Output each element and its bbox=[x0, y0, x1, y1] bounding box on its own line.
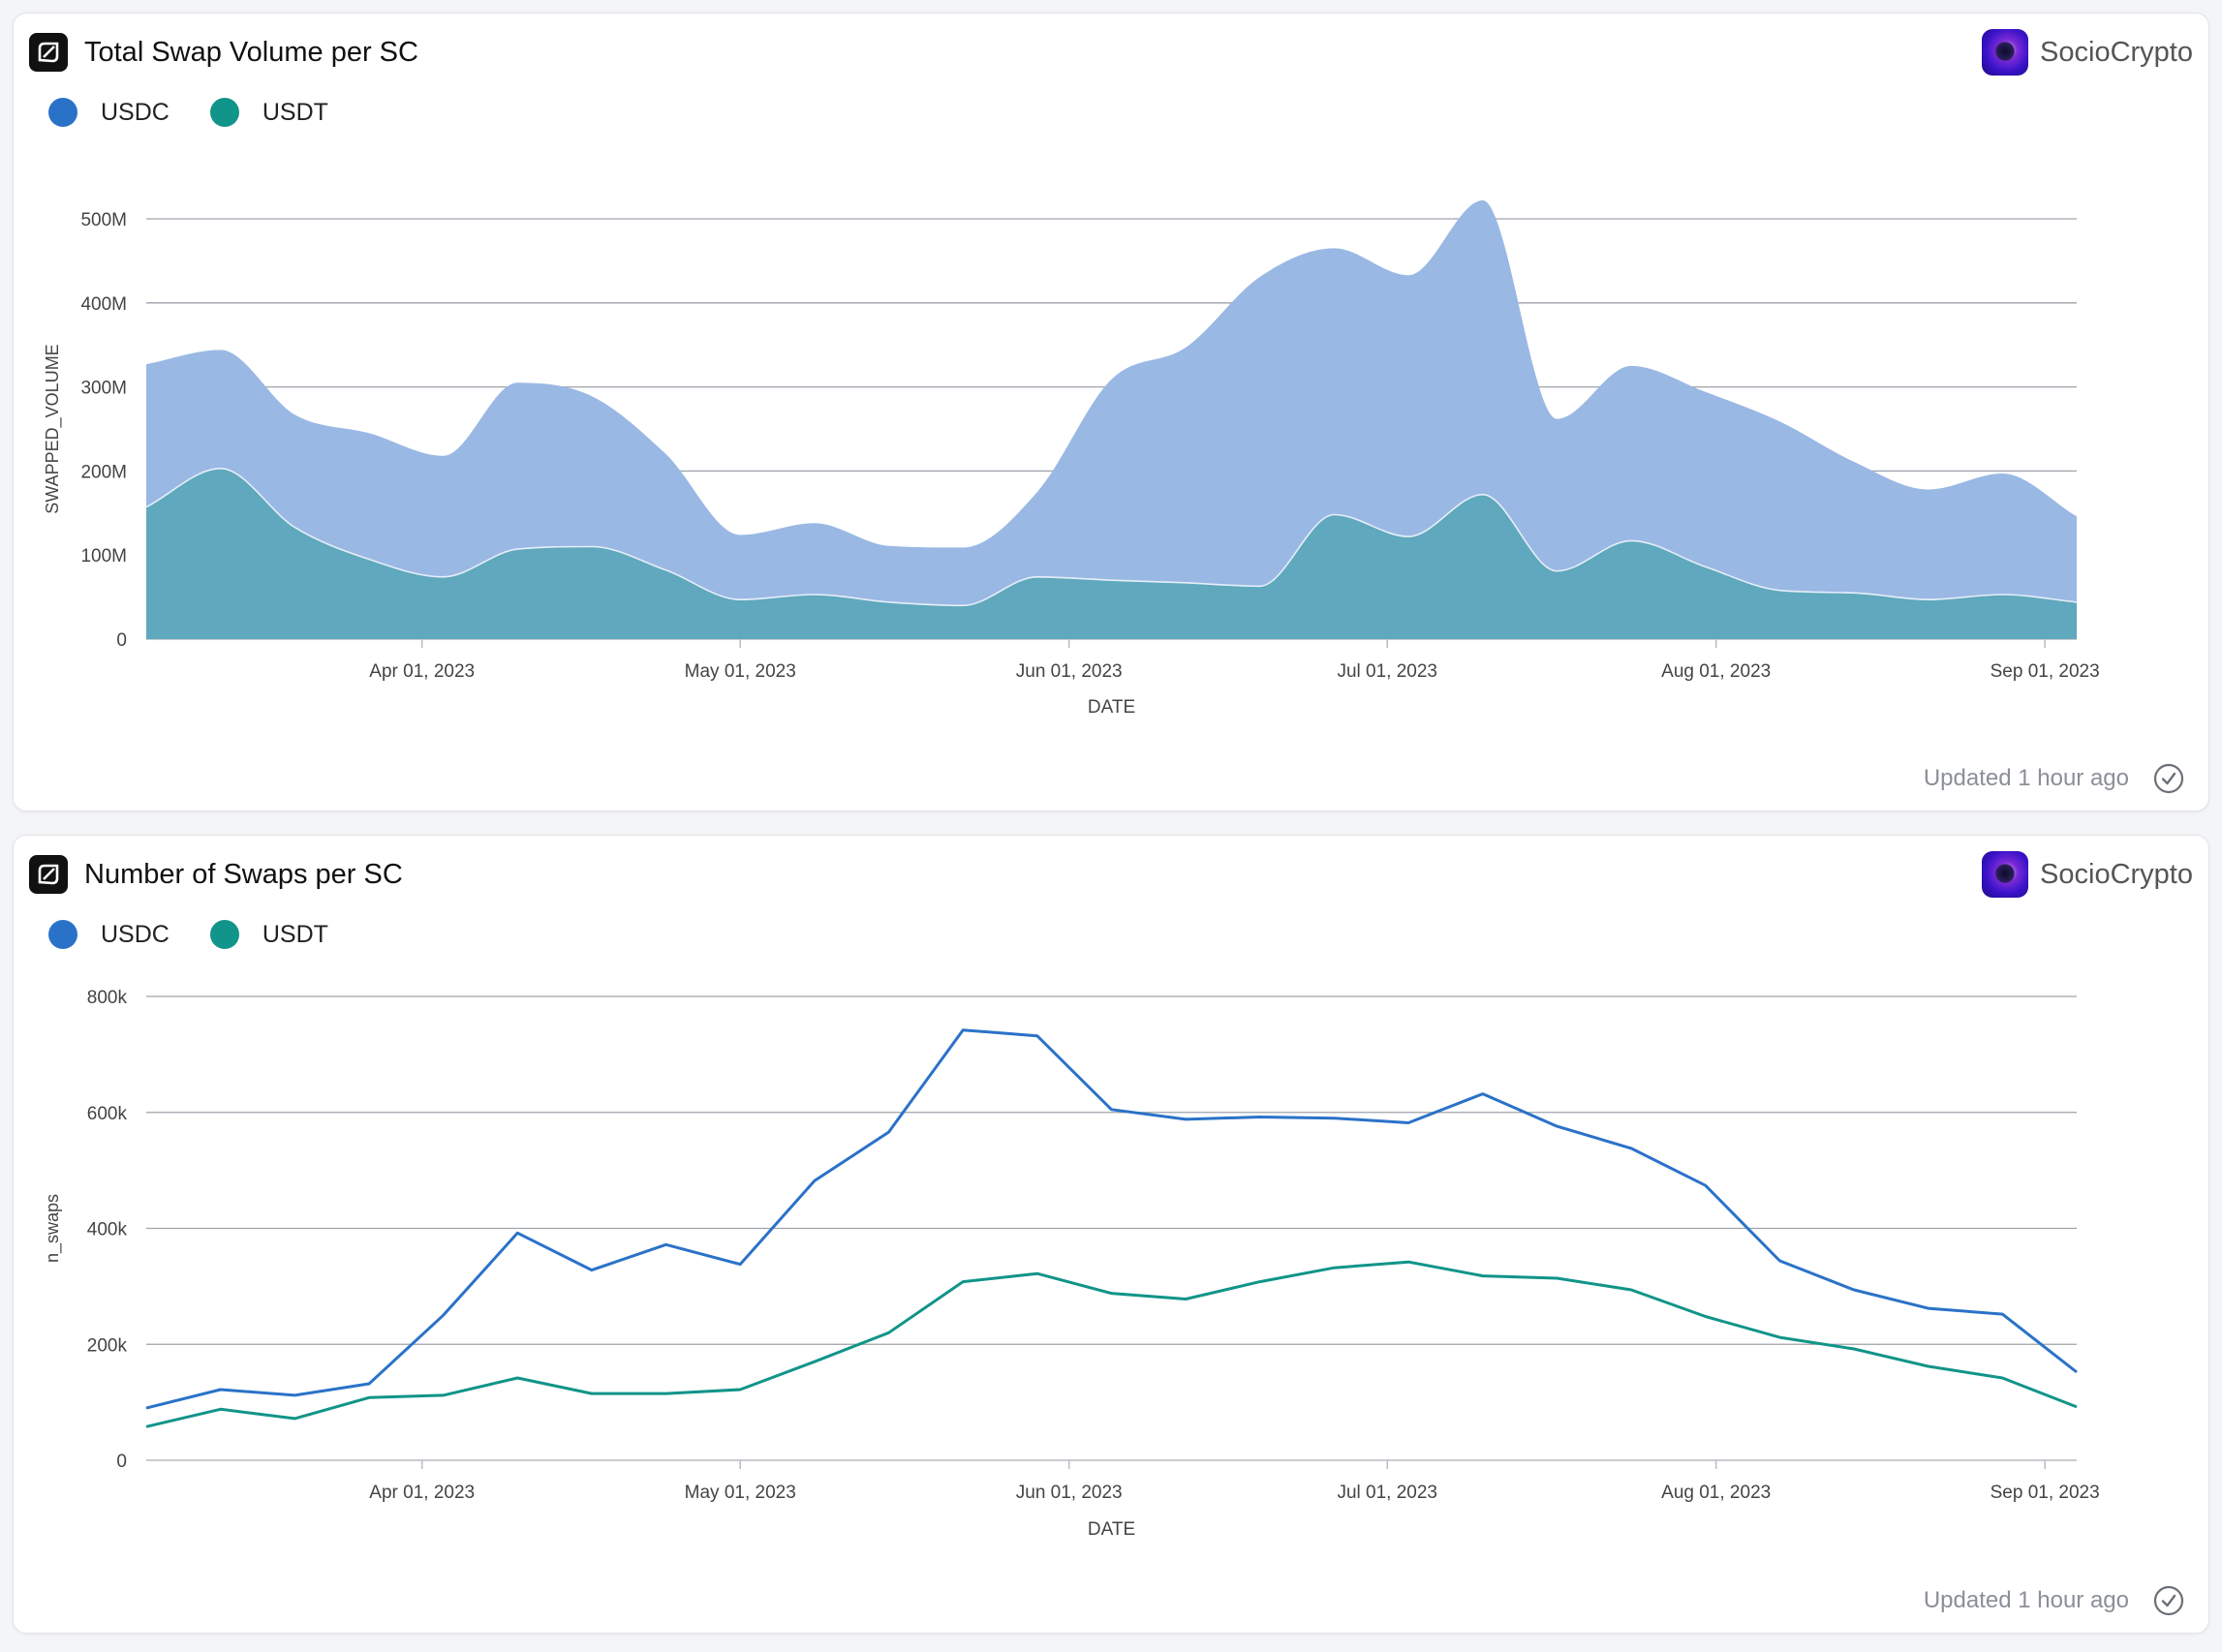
brand-name: SocioCrypto bbox=[2040, 858, 2193, 890]
y-tick-label: 600k bbox=[87, 1104, 128, 1124]
chart-card-swap-count: Number of Swaps per SC SocioCrypto USDC … bbox=[13, 835, 2209, 1634]
legend-dot-usdt bbox=[209, 920, 239, 949]
x-tick-label: Aug 01, 2023 bbox=[1661, 661, 1771, 682]
y-tick-label: 500M bbox=[80, 210, 127, 230]
legend-label-usdc: USDC bbox=[101, 920, 170, 948]
updated-text: Updated 1 hour ago bbox=[1923, 765, 2129, 791]
chart-title: Total Swap Volume per SC bbox=[84, 37, 418, 68]
line-series-usdt bbox=[145, 1260, 2078, 1428]
x-tick-label: Apr 01, 2023 bbox=[369, 1483, 475, 1503]
x-axis-title: DATE bbox=[1088, 1519, 1135, 1540]
chart-legend: USDC USDT bbox=[48, 98, 369, 127]
y-tick-label: 0 bbox=[116, 630, 127, 651]
line-series-usdc bbox=[145, 1028, 2078, 1410]
check-circle-icon[interactable] bbox=[2152, 762, 2185, 795]
legend-dot-usdc bbox=[48, 920, 77, 949]
legend-dot-usdt bbox=[209, 98, 239, 127]
brand[interactable]: SocioCrypto bbox=[1982, 850, 2193, 899]
y-axis-title: n_swaps bbox=[43, 1194, 63, 1263]
legend-label-usdt: USDT bbox=[262, 98, 328, 126]
x-tick-label: Jun 01, 2023 bbox=[1016, 661, 1123, 682]
legend-label-usdc: USDC bbox=[101, 98, 170, 126]
x-tick-label: Jun 01, 2023 bbox=[1016, 1483, 1123, 1503]
area-series-usdc bbox=[146, 199, 2077, 606]
brand-name: SocioCrypto bbox=[2040, 36, 2193, 68]
chart-card-swap-volume: Total Swap Volume per SC SocioCrypto USD… bbox=[13, 13, 2209, 811]
x-tick-label: Sep 01, 2023 bbox=[1991, 1483, 2100, 1503]
x-tick-label: Sep 01, 2023 bbox=[1991, 661, 2100, 682]
check-circle-icon[interactable] bbox=[2152, 1584, 2185, 1617]
legend-dot-usdc bbox=[48, 98, 77, 127]
y-tick-label: 400k bbox=[87, 1220, 128, 1240]
y-tick-label: 800k bbox=[87, 988, 128, 1008]
app-logo-icon bbox=[29, 855, 68, 894]
area-series-usdt bbox=[146, 468, 2077, 639]
area-chart: 0 100M 200M 300M 400M 500M Apr 01, 2023 May 01,… bbox=[43, 199, 2100, 718]
brand-avatar bbox=[1982, 29, 2029, 76]
brand[interactable]: SocioCrypto bbox=[1982, 28, 2193, 76]
y-tick-label: 200M bbox=[80, 462, 127, 482]
y-tick-label: 400M bbox=[80, 294, 127, 315]
legend-item-usdt[interactable]: USDT bbox=[209, 98, 328, 127]
chart-title: Number of Swaps per SC bbox=[84, 859, 403, 890]
brand-avatar bbox=[1982, 851, 2029, 898]
y-tick-label: 0 bbox=[116, 1452, 127, 1472]
x-tick-label: Jul 01, 2023 bbox=[1337, 661, 1437, 682]
x-tick-label: Jul 01, 2023 bbox=[1337, 1483, 1437, 1503]
x-axis-title: DATE bbox=[1088, 697, 1135, 718]
legend-item-usdc[interactable]: USDC bbox=[48, 98, 170, 127]
updated-text: Updated 1 hour ago bbox=[1923, 1587, 2129, 1613]
x-tick-label: May 01, 2023 bbox=[685, 661, 796, 682]
area-series-usdt-edge bbox=[145, 467, 2078, 607]
y-axis-title: SWAPPED_VOLUME bbox=[43, 344, 63, 513]
line-chart: 0 200k 400k 600k 800k Apr 01, 2023 May 01, 202… bbox=[43, 988, 2100, 1540]
legend-item-usdt[interactable]: USDT bbox=[209, 920, 328, 949]
legend-item-usdc[interactable]: USDC bbox=[48, 920, 170, 949]
chart-footer: Updated 1 hour ago bbox=[1924, 1584, 2185, 1617]
chart-footer: Updated 1 hour ago bbox=[1924, 762, 2185, 795]
x-tick-label: Apr 01, 2023 bbox=[369, 661, 475, 682]
y-tick-label: 300M bbox=[80, 379, 127, 399]
app-logo-icon bbox=[29, 33, 68, 72]
chart-legend: USDC USDT bbox=[48, 920, 369, 949]
y-tick-label: 100M bbox=[80, 546, 127, 566]
legend-label-usdt: USDT bbox=[262, 920, 328, 948]
x-tick-label: May 01, 2023 bbox=[685, 1483, 796, 1503]
y-tick-label: 200k bbox=[87, 1335, 128, 1356]
x-tick-label: Aug 01, 2023 bbox=[1661, 1483, 1771, 1503]
